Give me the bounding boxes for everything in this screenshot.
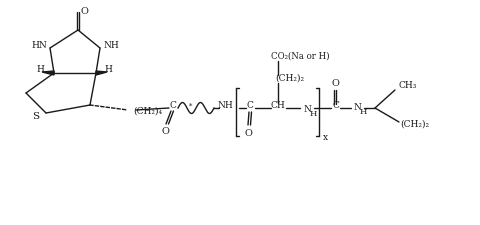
Text: x: x [322, 133, 327, 142]
Text: CH: CH [270, 101, 285, 110]
Text: NH: NH [216, 101, 232, 110]
Text: H: H [36, 65, 44, 74]
Text: O: O [161, 128, 168, 137]
Polygon shape [42, 71, 54, 75]
Text: (CH₂)₄: (CH₂)₄ [133, 106, 162, 115]
Polygon shape [96, 71, 107, 75]
Text: (CH₂)₂: (CH₂)₂ [275, 74, 304, 83]
Text: O: O [80, 7, 88, 16]
Text: O: O [243, 130, 252, 139]
Text: CH₃: CH₃ [398, 81, 416, 90]
Text: HN: HN [31, 40, 47, 50]
Text: C: C [169, 101, 176, 110]
Text: (CH₂)₂: (CH₂)₂ [400, 119, 429, 128]
Text: O: O [330, 79, 338, 88]
Text: N: N [352, 104, 360, 112]
Text: *: * [189, 103, 192, 111]
Text: C: C [246, 101, 253, 110]
Text: S: S [32, 112, 39, 122]
Text: H: H [309, 110, 316, 118]
Text: N: N [302, 106, 310, 115]
Text: C: C [332, 101, 339, 110]
Text: NH: NH [103, 40, 119, 50]
Text: H: H [359, 108, 366, 116]
Text: CO₂(Na or H): CO₂(Na or H) [270, 52, 329, 61]
Text: H: H [104, 65, 112, 74]
